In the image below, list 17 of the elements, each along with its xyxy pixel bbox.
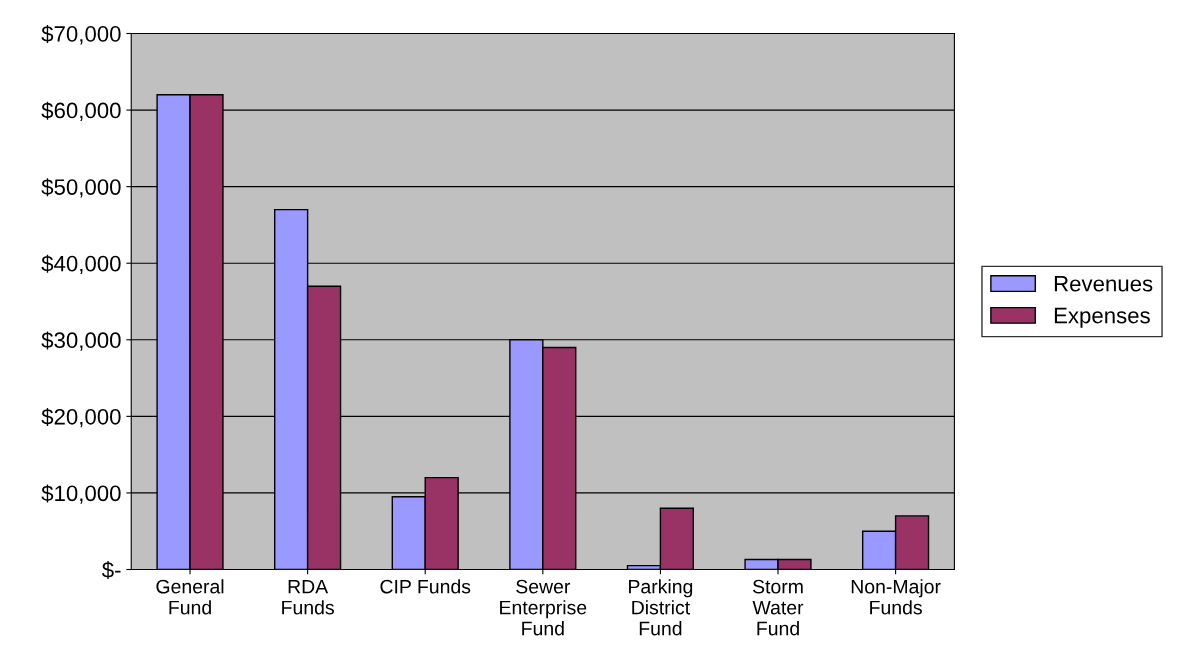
legend-label: Revenues bbox=[1054, 276, 1153, 292]
y-tick-label: $10,000 bbox=[41, 484, 121, 504]
x-tick-label: General Fund bbox=[156, 579, 224, 615]
y-tick-label: $40,000 bbox=[41, 254, 121, 275]
y-tick-label: $20,000 bbox=[41, 407, 121, 428]
y-tick-label: $60,000 bbox=[41, 101, 121, 121]
x-tick-label: RDA Funds bbox=[282, 579, 334, 615]
y-tick-label: $- bbox=[101, 561, 121, 580]
y-tick-label: $50,000 bbox=[41, 178, 121, 198]
y-tick-label: $30,000 bbox=[41, 331, 121, 351]
x-tick-label: Non-Major Funds bbox=[851, 579, 941, 615]
x-tick-label: CIP Funds bbox=[380, 579, 471, 594]
x-tick-label: Parking District Fund bbox=[629, 579, 693, 636]
legend-label: Expenses bbox=[1054, 307, 1150, 328]
x-tick-label: Storm Water Fund bbox=[752, 579, 804, 636]
x-tick-label: Sewer Enterprise Fund bbox=[500, 579, 587, 636]
y-tick-label: $70,000 bbox=[41, 25, 121, 45]
